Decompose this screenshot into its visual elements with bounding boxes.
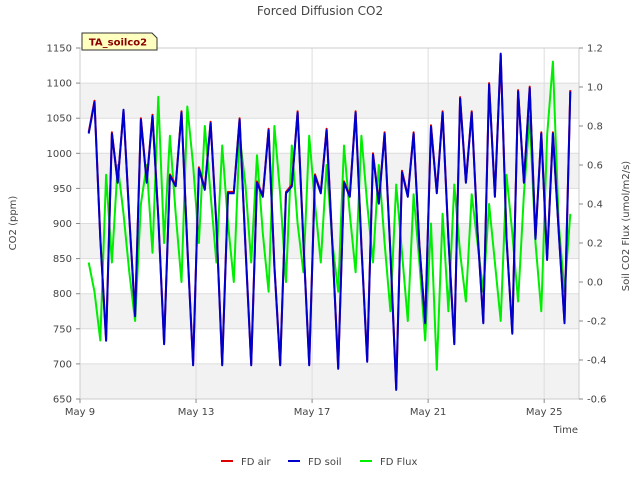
y-right-tick-label: 1.0 — [587, 83, 603, 94]
y-right-tick-label: -0.4 — [587, 356, 607, 367]
y-left-tick-label: 950 — [53, 184, 72, 195]
x-tick-label: May 9 — [65, 407, 95, 418]
y-left-tick-label: 750 — [53, 324, 72, 335]
y-right-tick-label: 0.0 — [587, 278, 603, 289]
badge: TA_soilco2 — [81, 32, 158, 51]
x-axis: May 9 May 13 May 17 May 21 May 25 — [65, 399, 563, 418]
y-left-tick-label: 1150 — [47, 44, 72, 55]
y-left-tick-label: 700 — [53, 359, 72, 370]
plot-band — [80, 363, 579, 399]
y-right-tick-label: -0.2 — [587, 317, 607, 328]
legend-label: FD soil — [308, 457, 342, 468]
chart-title: Forced Diffusion CO2 — [257, 4, 383, 18]
series-fd-soil-line — [87, 52, 572, 391]
plot-band — [80, 293, 579, 329]
y-right-label: Soil CO2 Flux (umol/m2/s) — [621, 161, 632, 291]
x-tick-label: May 13 — [178, 407, 215, 418]
plot-band — [80, 83, 579, 119]
y-left-tick-label: 900 — [53, 219, 72, 230]
y-left-tick-label: 850 — [53, 254, 72, 265]
left-axis: 650 700 750 800 850 900 950 1000 1050 1100 1150 — [47, 44, 80, 406]
y-left-tick-label: 1000 — [47, 149, 72, 160]
legend-label: FD air — [241, 457, 272, 468]
x-tick-label: May 17 — [294, 407, 331, 418]
y-right-tick-label: 0.2 — [587, 239, 603, 250]
x-tick-label: May 25 — [526, 407, 563, 418]
y-left-tick-label: 1100 — [47, 79, 72, 90]
y-left-tick-label: 650 — [53, 395, 72, 406]
x-tick-label: May 21 — [410, 407, 447, 418]
right-axis: -0.6 -0.4 -0.2 0.0 0.2 0.4 0.6 0.8 1.0 1.2 — [579, 44, 607, 406]
y-right-tick-label: 0.4 — [587, 200, 603, 211]
legend-label: FD Flux — [380, 457, 417, 468]
y-right-tick-label: 1.2 — [587, 44, 603, 55]
y-right-tick-label: 0.8 — [587, 122, 603, 133]
y-left-tick-label: 1050 — [47, 114, 72, 125]
legend: FD air FD soil FD Flux — [221, 457, 417, 468]
x-axis-label: Time — [553, 425, 578, 436]
badge-label: TA_soilco2 — [89, 38, 147, 49]
y-left-label: CO2 (ppm) — [8, 196, 19, 251]
y-left-tick-label: 800 — [53, 289, 72, 300]
y-right-tick-label: 0.6 — [587, 161, 603, 172]
y-right-tick-label: -0.6 — [587, 395, 607, 406]
series-layer — [87, 52, 572, 391]
